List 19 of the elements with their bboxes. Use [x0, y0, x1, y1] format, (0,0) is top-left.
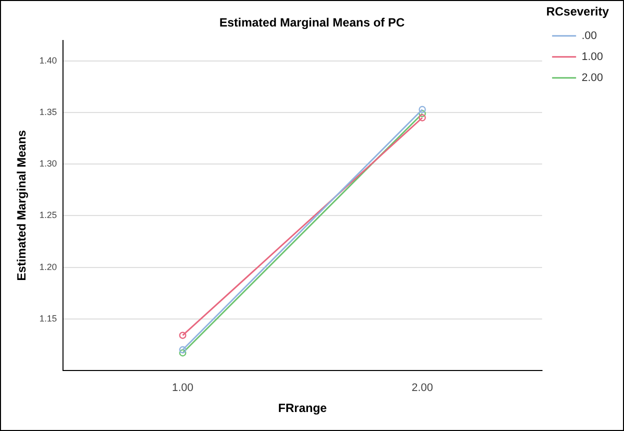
point [418, 110, 426, 118]
y-tick-label: 1.40 [39, 56, 57, 66]
point [418, 114, 426, 122]
legend-title: RCseverity [546, 4, 610, 18]
legend-label: 1.00 [582, 50, 604, 63]
x-axis-title: FRrange [278, 401, 328, 416]
y-tick-label: 1.15 [39, 313, 57, 324]
point [418, 106, 426, 114]
legend-label: .00 [582, 30, 597, 42]
y-tick-label: 1.30 [39, 158, 57, 169]
y-tick-label: 1.35 [39, 107, 57, 118]
legend-label: 2.00 [582, 72, 604, 84]
y-axis-title: Estimated Marginal Means [14, 130, 29, 281]
point [179, 332, 186, 339]
chart-title: Estimated Marginal Means of PC [219, 16, 406, 30]
y-tick-label: 1.20 [39, 262, 57, 272]
point [179, 346, 186, 354]
point [179, 349, 186, 356]
y-tick-label: 1.25 [39, 210, 57, 220]
